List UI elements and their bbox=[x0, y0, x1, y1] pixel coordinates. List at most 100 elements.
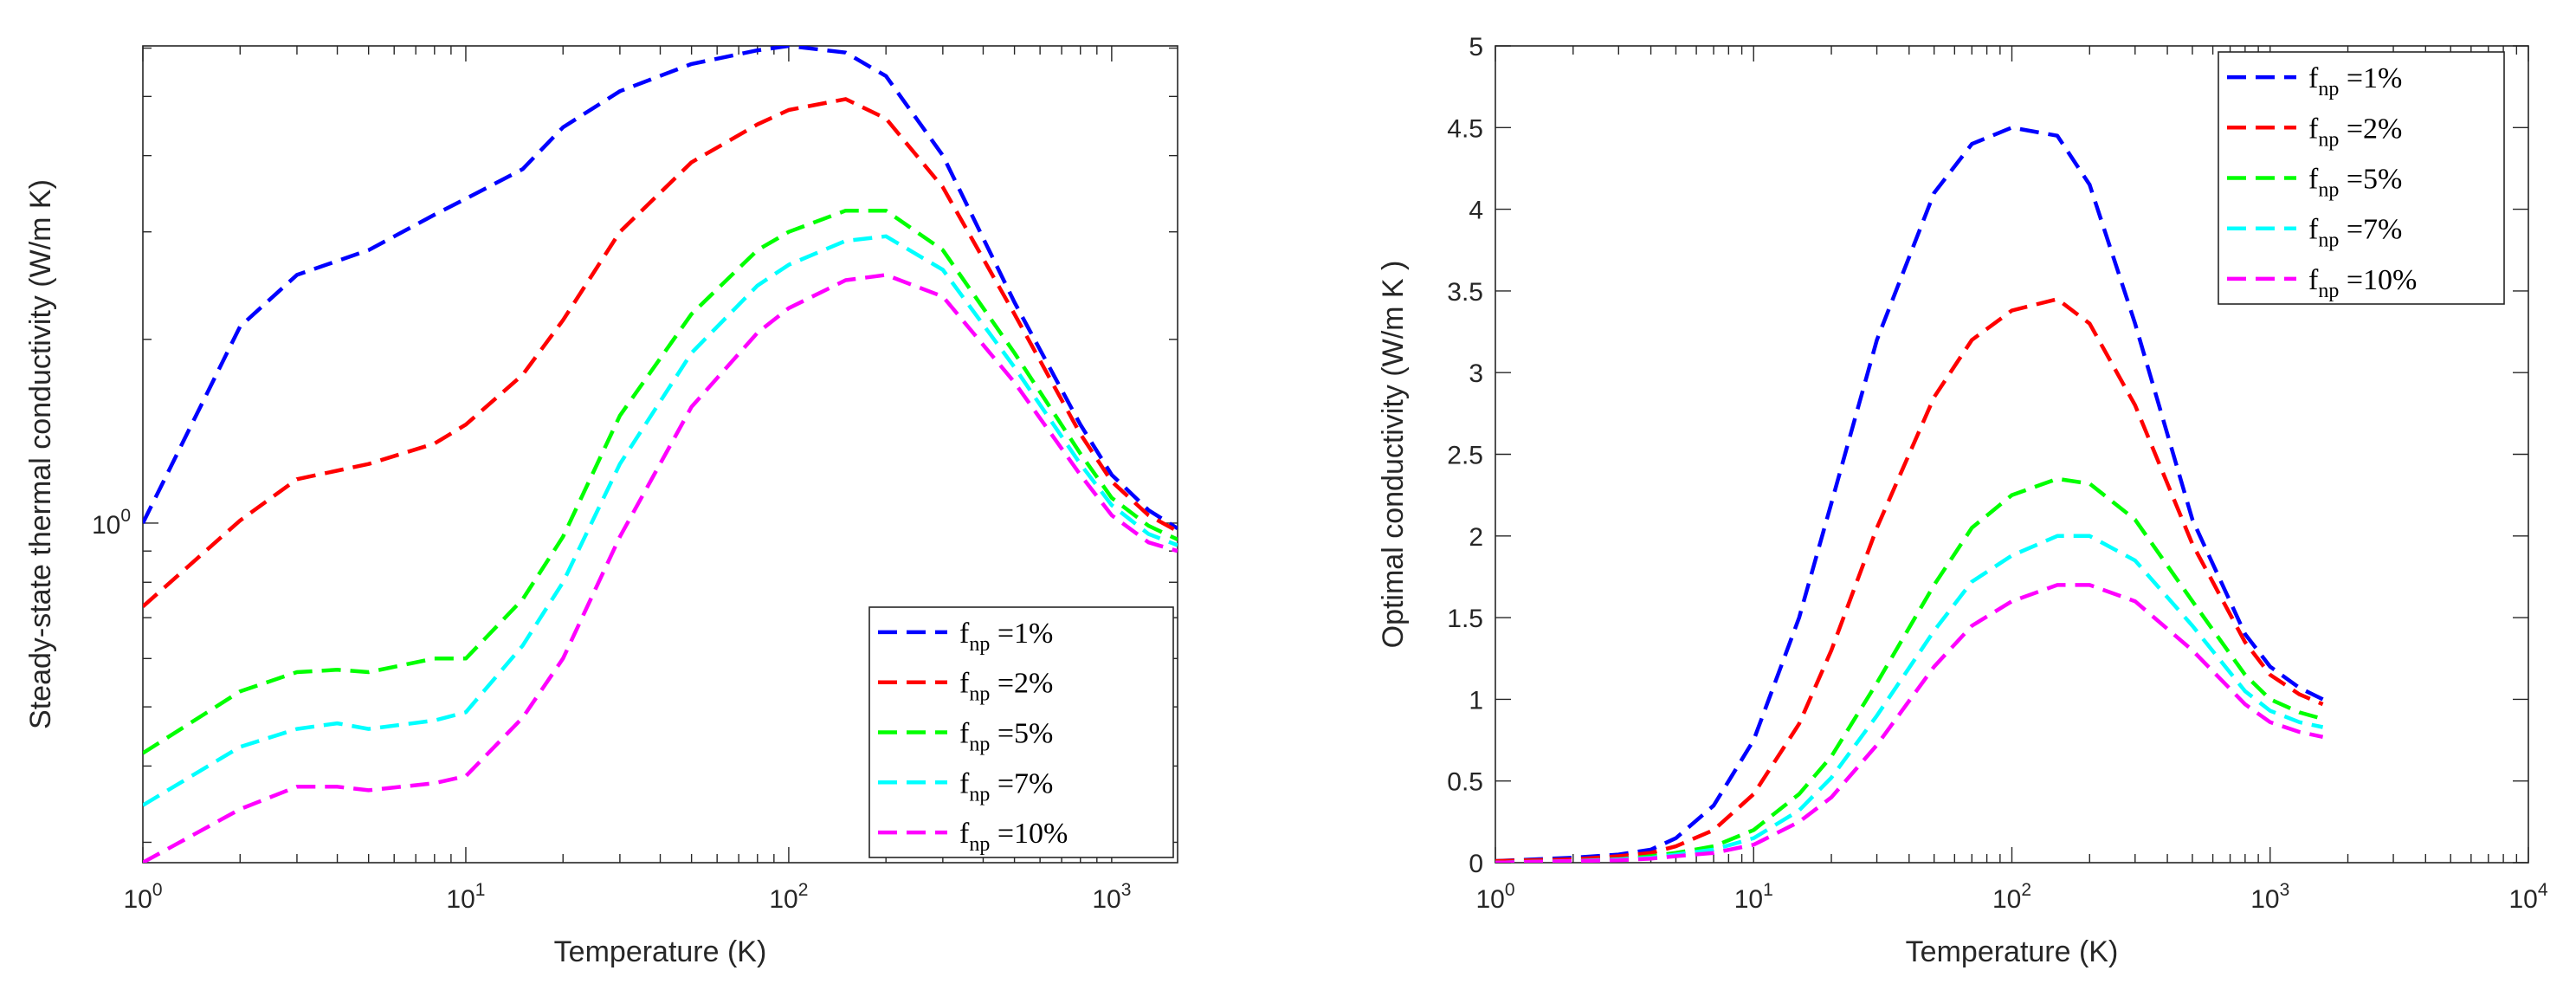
series-lines bbox=[1495, 126, 2324, 863]
legend-label-rest: =2% bbox=[990, 668, 1053, 700]
y-tick-label: 1.5 bbox=[1447, 605, 1483, 633]
y-tick-label: 4 bbox=[1469, 197, 1483, 225]
legend-label-main: f bbox=[2308, 113, 2319, 145]
series-line-1 bbox=[143, 46, 1178, 531]
y-tick-label: 100 bbox=[92, 506, 131, 540]
x-tick-label: 100 bbox=[1475, 880, 1514, 914]
legend-item: fnp =2% bbox=[2227, 113, 2402, 151]
legend-label-sub: np bbox=[2318, 280, 2339, 302]
legend-label: fnp =2% bbox=[2308, 113, 2402, 151]
y-tick-label-base: 10 bbox=[92, 511, 120, 540]
legend-label-rest: =5% bbox=[990, 718, 1053, 750]
legend-item: fnp =10% bbox=[878, 818, 1068, 856]
legend-label: fnp =7% bbox=[2308, 214, 2402, 252]
legend-label: fnp =10% bbox=[959, 818, 1068, 856]
series-line-5 bbox=[1495, 583, 2324, 863]
y-tick-label-exponent: 0 bbox=[120, 506, 131, 526]
legend-item: fnp =2% bbox=[878, 668, 1053, 706]
legend-label: fnp =2% bbox=[959, 668, 1053, 706]
x-tick-label: 102 bbox=[769, 880, 808, 914]
y-axis-label: Steady-state thermal conductivity (W/m K… bbox=[24, 179, 57, 729]
x-axis-label: Temperature (K) bbox=[1906, 935, 2119, 968]
y-ticks bbox=[1495, 45, 2528, 864]
legend-item: fnp =10% bbox=[2227, 264, 2417, 302]
legend: fnp =1%fnp =2%fnp =5%fnp =7%fnp =10% bbox=[2218, 51, 2505, 305]
series-line-3 bbox=[1495, 476, 2324, 863]
x-tick-label: 104 bbox=[2508, 880, 2547, 914]
y-axis-label: Optimal conductivity (W/m K ) bbox=[1377, 261, 1410, 649]
y-tick-label: 1 bbox=[1469, 686, 1483, 715]
legend: fnp =1%fnp =2%fnp =5%fnp =7%fnp =10% bbox=[868, 606, 1174, 858]
legend-label: fnp =5% bbox=[959, 718, 1053, 756]
x-tick-label: 102 bbox=[1992, 880, 2031, 914]
legend-label-rest: =7% bbox=[2339, 214, 2402, 246]
x-tick-label: 101 bbox=[446, 880, 485, 914]
x-tick-label: 103 bbox=[1092, 880, 1131, 914]
x-tick-label-base: 10 bbox=[1092, 885, 1120, 914]
x-tick-label-exponent: 4 bbox=[2538, 880, 2548, 900]
x-tick-label-base: 10 bbox=[1475, 885, 1504, 914]
x-tick-label-base: 10 bbox=[2250, 885, 2279, 914]
x-tick-label-exponent: 3 bbox=[1121, 880, 1132, 900]
y-tick-label: 4.5 bbox=[1447, 114, 1483, 143]
series-line-3 bbox=[143, 208, 1178, 755]
legend-label-rest: =5% bbox=[2339, 164, 2402, 196]
x-axis-label: Temperature (K) bbox=[554, 935, 767, 968]
legend-label-sub: np bbox=[969, 734, 990, 756]
legend-label-sub: np bbox=[2318, 78, 2339, 100]
series-line-1 bbox=[1495, 126, 2324, 863]
legend-label-sub: np bbox=[2318, 179, 2339, 202]
series-line-5 bbox=[143, 273, 1178, 863]
y-tick-label: 0.5 bbox=[1447, 768, 1483, 797]
legend-item: fnp =1% bbox=[878, 618, 1053, 656]
legend-label-sub: np bbox=[969, 633, 990, 656]
legend-label-main: f bbox=[959, 718, 970, 750]
y-tick-label: 3.5 bbox=[1447, 278, 1483, 307]
legend-label-rest: =1% bbox=[2339, 62, 2402, 94]
series-lines bbox=[143, 46, 1178, 863]
x-tick-label-exponent: 3 bbox=[2280, 880, 2290, 900]
legend-label-sub: np bbox=[2318, 230, 2339, 252]
legend-label-main: f bbox=[2308, 214, 2319, 246]
legend-label-main: f bbox=[2308, 264, 2319, 296]
legend-label-sub: np bbox=[969, 683, 990, 706]
legend-label-main: f bbox=[959, 818, 970, 850]
x-tick-label-base: 10 bbox=[769, 885, 797, 914]
legend-label: fnp =1% bbox=[959, 618, 1053, 656]
legend-label-main: f bbox=[959, 668, 970, 700]
legend-label-sub: np bbox=[2318, 128, 2339, 151]
series-line-2 bbox=[1495, 297, 2324, 863]
x-tick-label-base: 10 bbox=[446, 885, 475, 914]
x-tick-label-exponent: 0 bbox=[152, 880, 163, 900]
y-tick-label: 2 bbox=[1469, 523, 1483, 552]
right-chart: 100 101 102 103 10400.511.522.533.544.55Temp… bbox=[1377, 33, 2548, 968]
y-tick-label: 5 bbox=[1469, 33, 1483, 61]
legend-item: fnp =5% bbox=[2227, 164, 2402, 202]
x-tick-label: 100 bbox=[123, 880, 162, 914]
y-tick-label: 2.5 bbox=[1447, 442, 1483, 470]
x-tick-label-exponent: 0 bbox=[1505, 880, 1515, 900]
legend-label-main: f bbox=[959, 767, 970, 799]
y-tick-label: 3 bbox=[1469, 359, 1483, 388]
x-tick-label-base: 10 bbox=[1992, 885, 2021, 914]
legend-label-rest: =10% bbox=[990, 818, 1068, 850]
legend-label-sub: np bbox=[969, 783, 990, 806]
legend-item: fnp =7% bbox=[2227, 214, 2402, 252]
y-tick-label: 0 bbox=[1469, 850, 1483, 878]
legend-label-main: f bbox=[2308, 164, 2319, 196]
x-tick-label-exponent: 2 bbox=[798, 880, 809, 900]
legend-label-rest: =10% bbox=[2339, 264, 2417, 296]
series-line-4 bbox=[143, 234, 1178, 807]
series-line-2 bbox=[143, 97, 1178, 608]
x-ticks bbox=[142, 46, 1113, 863]
x-tick-label-exponent: 1 bbox=[475, 880, 486, 900]
legend-label-rest: =2% bbox=[2339, 113, 2402, 145]
legend-item: fnp =5% bbox=[878, 718, 1053, 756]
x-tick-label: 103 bbox=[2250, 880, 2289, 914]
legend-label-main: f bbox=[2308, 62, 2319, 94]
x-tick-label-exponent: 1 bbox=[1763, 880, 1773, 900]
x-tick-label-exponent: 2 bbox=[2021, 880, 2031, 900]
